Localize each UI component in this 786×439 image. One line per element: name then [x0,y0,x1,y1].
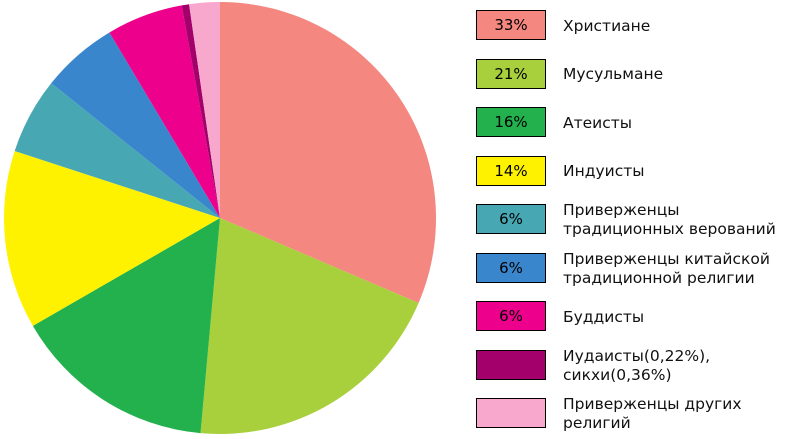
legend-swatch [476,398,546,428]
pie-slice [51,32,221,219]
legend-item: 33% Христиане [476,8,786,44]
legend-label: Приверженцы традиционных верований [563,201,776,238]
pie-slice [14,83,221,218]
pie-slice [3,151,220,326]
legend-swatch: 33% [476,10,546,40]
pie-slice [181,4,220,219]
legend-label: Иудаисты(0,22%), сикхи(0,36%) [563,346,711,384]
legend-label: Буддисты [563,307,645,326]
legend-swatch: 6% [476,252,546,283]
legend-swatch [476,349,546,380]
pie-slice [109,5,220,219]
legend-swatch: 14% [476,155,546,186]
legend-swatch: 6% [476,204,546,234]
pie-slice [200,218,419,434]
legend-item: 6% Буддисты [476,299,786,335]
legend-item: 6% Приверженцы китайской традиционной рел… [476,249,786,287]
legend-item: 16% Атеисты [476,105,786,141]
legend-item: 6% Приверженцы традиционных верований [476,201,786,238]
legend-label: Индуисты [563,162,645,180]
pie-chart [3,2,436,434]
pie-slice [32,218,220,434]
legend-item: 14% Индуисты [476,154,786,190]
legend-label: Мусульмане [563,65,664,83]
legend-label: Приверженцы других религий [563,395,742,432]
legend-label: Приверженцы китайской традиционной религ… [563,249,770,287]
legend-label: Христиане [563,16,651,35]
legend-swatch: 21% [476,58,546,89]
legend-item: Приверженцы других религий [476,395,786,432]
legend-label: Атеисты [563,113,633,132]
legend-swatch: 6% [476,301,546,331]
legend-item: Иудаисты(0,22%), сикхи(0,36%) [476,346,786,384]
legend-item: 21% Мусульмане [476,57,786,93]
pie-slice [220,2,436,303]
legend-swatch: 16% [476,107,546,137]
pie-slice [189,2,220,218]
